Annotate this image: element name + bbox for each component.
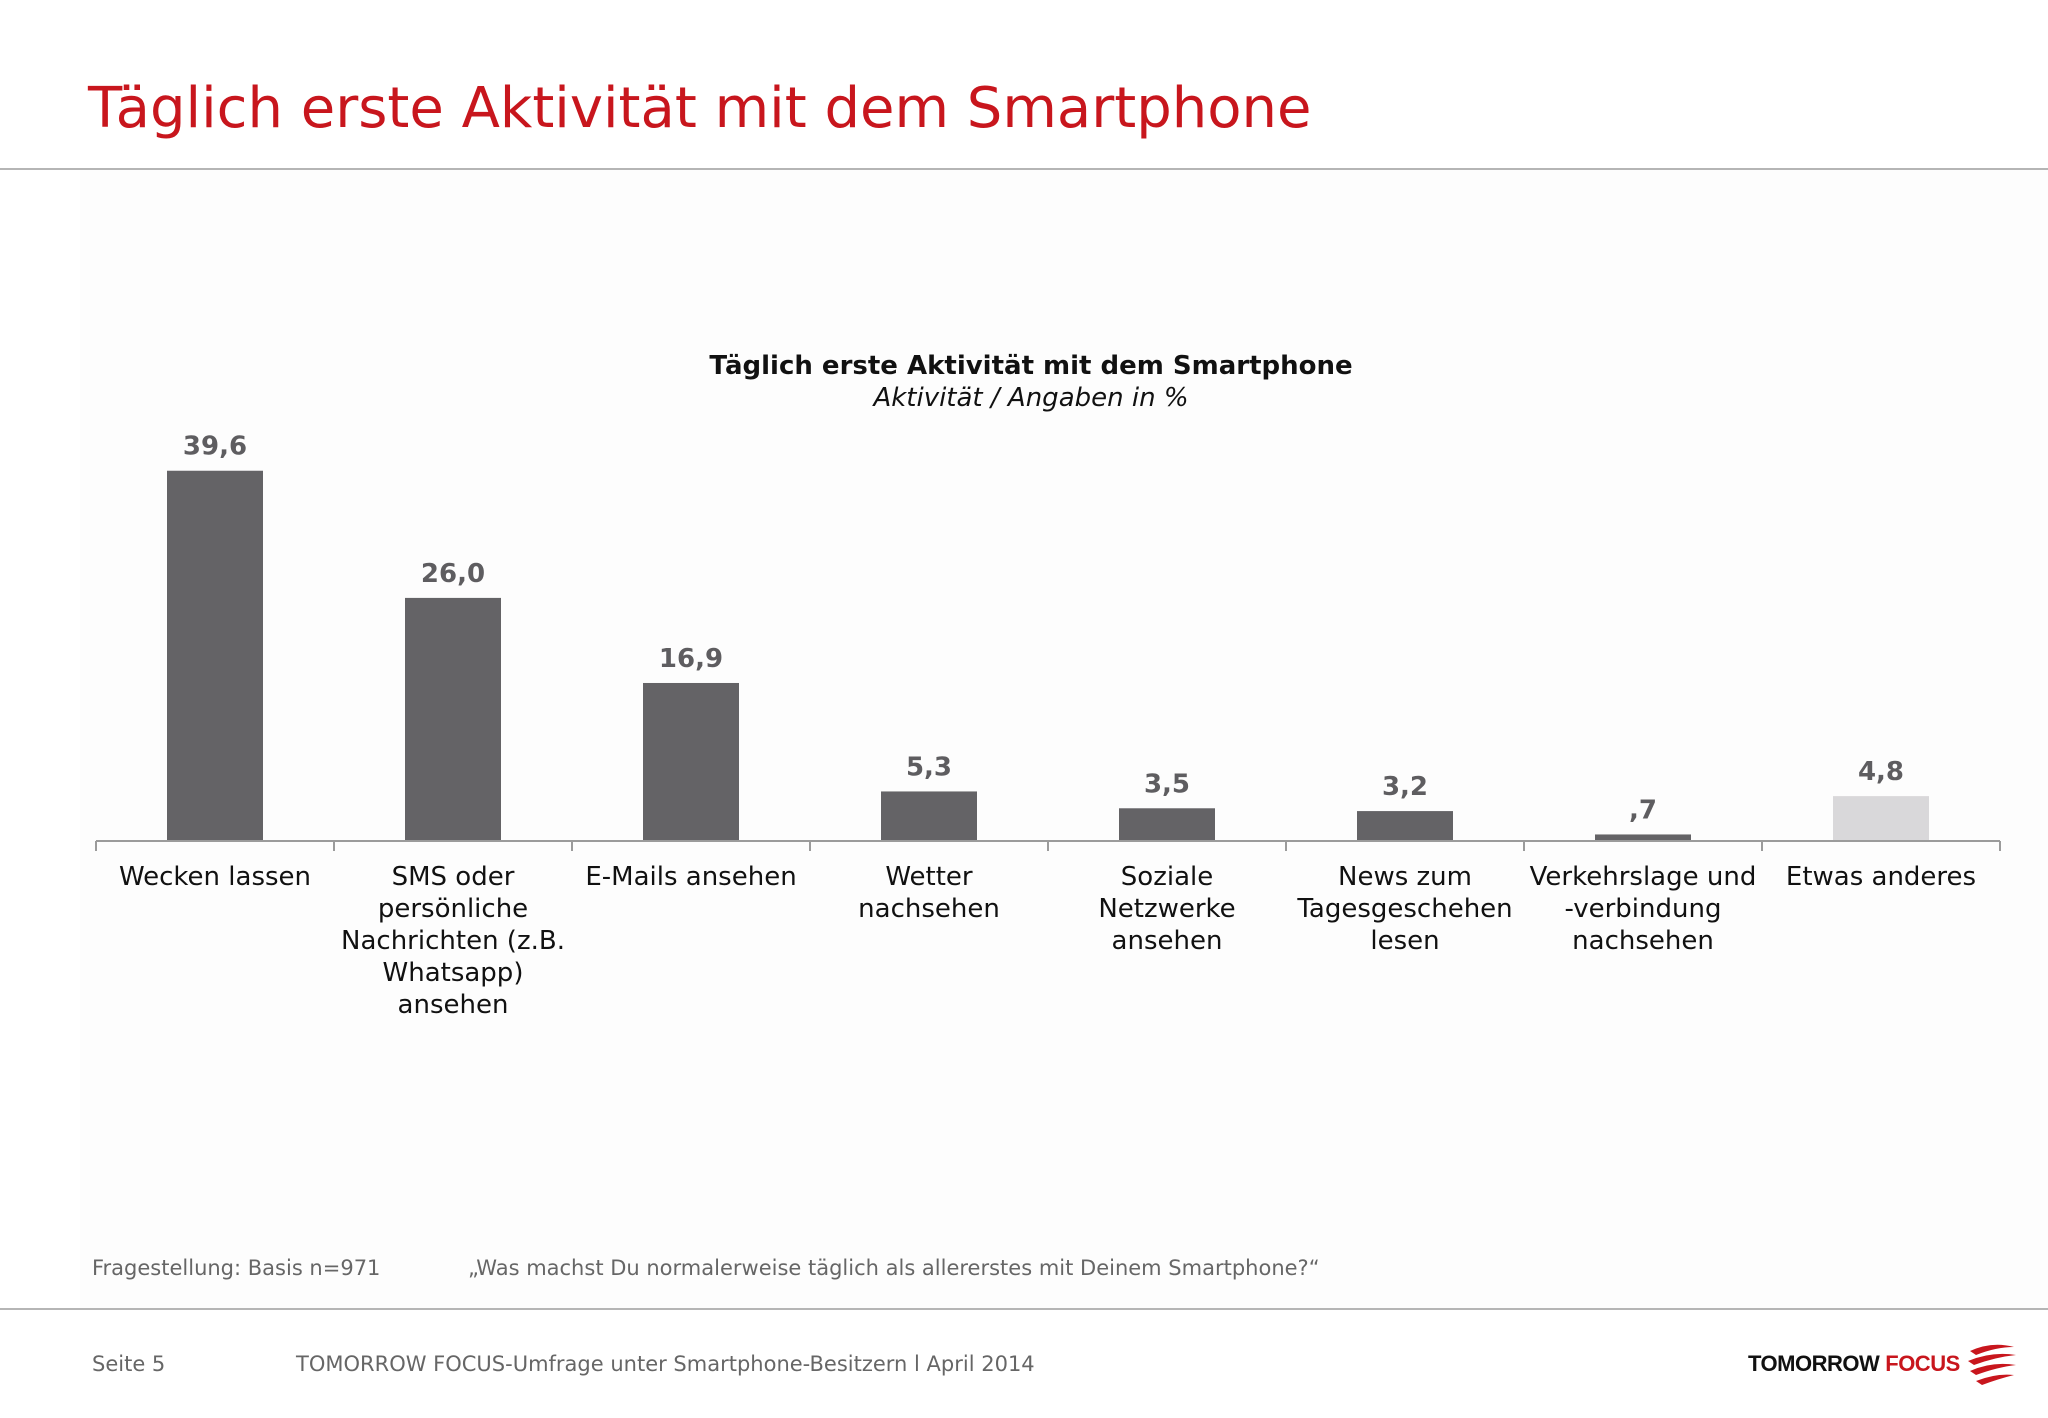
title-divider: [0, 168, 2048, 170]
value-label-6: 3,2: [1382, 772, 1428, 802]
value-label-4: 5,3: [906, 752, 952, 782]
footer-divider: [0, 1308, 2048, 1310]
page-title: Täglich erste Aktivität mit dem Smartpho…: [88, 76, 1312, 141]
value-label-7: ,7: [1629, 795, 1657, 825]
category-label-3: E-Mails ansehen: [585, 862, 796, 892]
logo-word-focus: FOCUS: [1885, 1351, 1960, 1376]
footnote-basis: Fragestellung: Basis n=971: [92, 1256, 381, 1280]
logo-word-tomorrow: TOMORROW: [1748, 1351, 1880, 1376]
value-label-1: 39,6: [183, 432, 247, 462]
footnote-question: „Was machst Du normalerweise täglich als…: [468, 1256, 1320, 1280]
category-label-4: Wetter nachsehen: [858, 862, 1000, 924]
bars-layer: [167, 470, 1929, 841]
category-label-1: Wecken lassen: [119, 862, 311, 892]
category-label-2: SMS oder persönliche Nachrichten (z.B. What…: [341, 862, 565, 1020]
bar-chart: Täglich erste Aktivität mit dem Smartpho…: [95, 351, 2001, 1020]
bar-6: [1357, 811, 1453, 841]
labels-layer: 39,6 26,0 16,9 5,3 3,5 3,2 ,7 4,8: [183, 432, 1904, 826]
tomorrow-focus-logo: TOMORROW FOCUS: [1748, 1340, 2018, 1388]
category-label-8: Etwas anderes: [1786, 862, 1976, 892]
value-label-8: 4,8: [1858, 757, 1904, 787]
bar-8: [1833, 796, 1929, 841]
value-label-2: 26,0: [421, 559, 485, 589]
bar-2: [405, 597, 501, 841]
bar-4: [881, 791, 977, 841]
tomorrow-focus-swoosh-icon: [1967, 1344, 2016, 1385]
x-axis: [95, 840, 2001, 851]
bar-5: [1119, 808, 1215, 841]
category-label-6: News zum Tagesgeschehen lesen: [1296, 862, 1512, 956]
footer-source: TOMORROW FOCUS-Umfrage unter Smartphone-…: [296, 1352, 1035, 1376]
bar-3: [643, 682, 739, 841]
bar-7: [1595, 834, 1691, 841]
page-number: Seite 5: [92, 1352, 166, 1376]
category-label-7: Verkehrslage und -verbindung nachsehen: [1530, 862, 1757, 956]
bar-1: [167, 470, 263, 841]
category-label-5: Soziale Netzwerke ansehen: [1098, 862, 1235, 956]
chart-title: Täglich erste Aktivität mit dem Smartpho…: [709, 351, 1352, 381]
value-label-3: 16,9: [659, 644, 723, 674]
value-label-5: 3,5: [1144, 769, 1190, 799]
chart-subtitle: Aktivität / Angaben in %: [871, 383, 1188, 413]
category-labels: Wecken lassen SMS oder persönliche Nachrich…: [119, 862, 1976, 1020]
